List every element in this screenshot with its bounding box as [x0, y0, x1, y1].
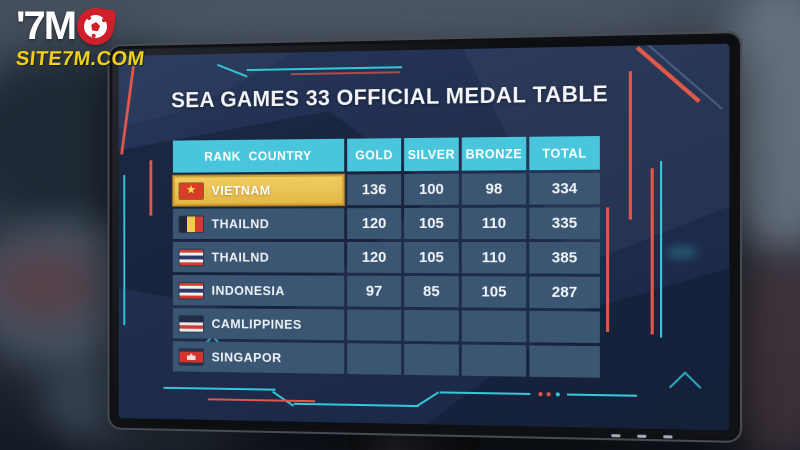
hud-line-cyan	[123, 174, 126, 326]
header-silver: SILVER	[404, 137, 459, 172]
indicator-dot	[611, 434, 621, 438]
hud-line-red	[628, 71, 632, 220]
country-cell: ★ VIETNAM	[172, 174, 345, 206]
country-label: VIETNAM	[211, 182, 271, 198]
medal-value: 105	[461, 276, 527, 308]
country-label: INDONESIA	[211, 282, 285, 299]
hud-glow	[666, 245, 698, 260]
table-row: CAMLIPPINES	[172, 308, 603, 344]
monitor: SEA GAMES 33 OFFICIAL MEDAL TABLE RANK C…	[107, 30, 743, 444]
monitor-bezel: SEA GAMES 33 OFFICIAL MEDAL TABLE RANK C…	[107, 30, 743, 444]
medal-value: 136	[347, 174, 402, 206]
country-flag-icon	[179, 315, 204, 332]
header-bronze: BRONZE	[461, 136, 527, 171]
country-label: THAILND	[211, 249, 270, 265]
hud-line-cyan	[660, 161, 663, 338]
medal-value	[461, 310, 527, 343]
medal-value: 335	[529, 207, 600, 240]
country-label: THAILND	[211, 216, 270, 232]
hud-line-red	[606, 207, 610, 332]
hud-line-red	[290, 71, 401, 75]
medal-value	[461, 344, 527, 377]
hud-line-cyan	[246, 66, 403, 72]
bezel-indicator-dots	[611, 434, 673, 439]
header-total: TOTAL	[529, 136, 600, 171]
table-row: ★ VIETNAM 136 100 98 334	[172, 172, 603, 206]
country-flag-icon	[179, 249, 204, 265]
country-cell: THAILND	[172, 208, 345, 239]
hud-line-red	[650, 168, 654, 335]
hud-dot-cyan	[555, 392, 560, 397]
country-flag-icon	[179, 282, 204, 299]
country-label: SINGAPOR	[211, 349, 282, 366]
header-gold: GOLD	[347, 138, 402, 172]
medal-value: 110	[461, 207, 527, 240]
medal-value	[347, 309, 402, 341]
medal-value	[347, 343, 402, 375]
country-label: CAMLIPPINES	[211, 316, 302, 332]
table-row: THAILND 120 105 110 385	[172, 241, 603, 274]
hud-line-cyan	[416, 391, 440, 407]
site-logo: '7M SITE7M.COM	[14, 4, 146, 71]
hud-line-cyan	[293, 402, 419, 408]
medal-table: RANK COUNTRY GOLD SILVER BRONZE TOTAL ★ …	[172, 136, 603, 378]
country-cell: CAMLIPPINES	[172, 308, 345, 341]
medal-value: 385	[529, 242, 600, 274]
hud-dot-red	[538, 392, 543, 397]
country-cell: SINGAPOR	[172, 341, 345, 374]
medal-value: 334	[529, 172, 600, 205]
indicator-dot	[663, 435, 673, 439]
monitor-screen: SEA GAMES 33 OFFICIAL MEDAL TABLE RANK C…	[118, 43, 730, 431]
table-row: SINGAPOR	[172, 341, 603, 378]
country-flag-icon	[179, 348, 204, 365]
medal-value: 287	[529, 276, 600, 309]
medal-value: 97	[347, 275, 402, 307]
table-row: THAILND 120 105 110 335	[172, 207, 603, 240]
medal-value	[404, 309, 459, 342]
logo-text: '7M	[16, 4, 77, 48]
medal-value	[529, 345, 600, 378]
soccer-ball-icon	[74, 5, 117, 47]
medal-value: 120	[347, 241, 402, 273]
indicator-dot	[637, 434, 647, 438]
site-url: SITE7M.COM	[14, 48, 146, 70]
hud-line-red	[207, 398, 316, 403]
medal-value: 110	[461, 242, 527, 274]
medal-value	[529, 310, 600, 344]
hud-dot-red	[546, 392, 551, 397]
medal-value: 85	[404, 275, 459, 308]
country-cell: INDONESIA	[172, 274, 345, 307]
medal-value: 100	[404, 173, 459, 206]
medal-value: 105	[404, 241, 459, 274]
header-rank-country: RANK COUNTRY	[172, 138, 345, 173]
bg-blob	[0, 250, 100, 320]
hud-line-red	[149, 160, 153, 216]
hud-line-cyan	[163, 386, 276, 391]
medal-table-body: ★ VIETNAM 136 100 98 334 THAILND 120 105…	[172, 172, 603, 378]
medal-value	[404, 343, 459, 376]
country-flag-icon	[179, 215, 204, 232]
medal-value: 120	[347, 208, 402, 239]
medal-value: 105	[404, 207, 459, 240]
medal-value: 98	[461, 173, 527, 205]
table-row: INDONESIA 97 85 105 287	[172, 274, 603, 309]
country-flag-icon: ★	[179, 182, 204, 199]
country-cell: THAILND	[172, 241, 345, 273]
table-header-row: RANK COUNTRY GOLD SILVER BRONZE TOTAL	[172, 136, 603, 173]
